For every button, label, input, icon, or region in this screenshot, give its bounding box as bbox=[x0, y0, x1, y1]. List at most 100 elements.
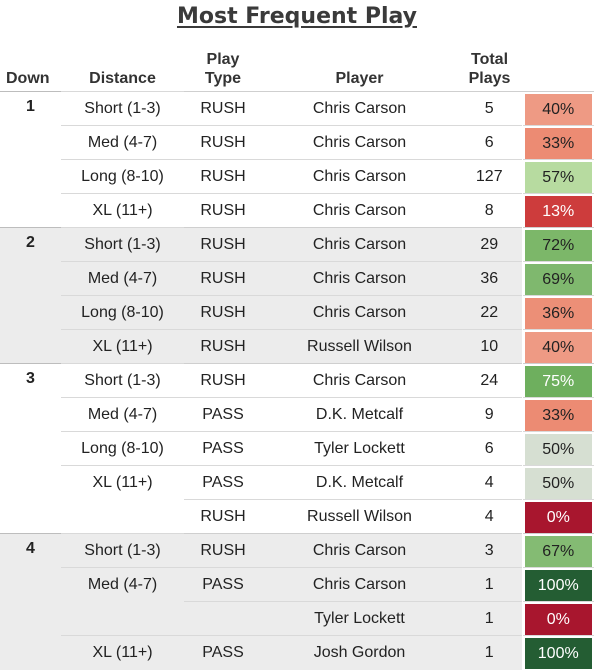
player-cell: Chris Carson bbox=[262, 193, 457, 228]
total-plays-cell: 22 bbox=[457, 295, 522, 330]
table-row: Med (4-7) RUSH Chris Carson 6 33% bbox=[0, 125, 594, 160]
header-down: Down bbox=[6, 70, 50, 87]
distance-cell: XL (11+) bbox=[61, 635, 184, 670]
play-type-cell: PASS bbox=[184, 465, 262, 500]
total-plays-cell: 6 bbox=[457, 431, 522, 466]
header-play-type-line1: Play bbox=[206, 51, 240, 68]
header-play-type: Play Type bbox=[184, 50, 262, 92]
distance-cell: Med (4-7) bbox=[61, 397, 184, 432]
player-cell: D.K. Metcalf bbox=[262, 465, 457, 500]
player-cell: Russell Wilson bbox=[262, 329, 457, 364]
header-row: Down Distance Play Type Player Total Plays bbox=[0, 50, 594, 92]
table-row: XL (11+) RUSH Russell Wilson 10 40% bbox=[0, 329, 594, 364]
play-type-cell: PASS bbox=[184, 567, 262, 602]
table-row: 1 Short (1-3) RUSH Chris Carson 5 40% bbox=[0, 91, 594, 228]
distance-cell: Med (4-7) bbox=[61, 567, 184, 602]
table-row: 4 Short (1-3) RUSH Chris Carson 3 67% bbox=[0, 533, 594, 670]
pct-badge: 100% bbox=[524, 570, 592, 601]
total-plays-cell: 8 bbox=[457, 193, 522, 228]
player-cell: Chris Carson bbox=[262, 91, 457, 126]
pct-badge: 13% bbox=[524, 196, 592, 227]
pct-cell: 72% bbox=[521, 227, 594, 262]
player-cell: Tyler Lockett bbox=[262, 601, 457, 636]
pct-cell: 57% bbox=[521, 159, 594, 194]
play-type-cell: RUSH bbox=[184, 227, 262, 262]
player-cell: Chris Carson bbox=[262, 295, 457, 330]
pct-cell: 69% bbox=[521, 261, 594, 296]
header-total-line1: Total bbox=[470, 51, 509, 68]
distance-cell: Med (4-7) bbox=[61, 261, 184, 296]
table-row: Long (8-10) RUSH Chris Carson 22 36% bbox=[0, 295, 594, 330]
pct-badge: 50% bbox=[524, 468, 592, 499]
player-cell: Russell Wilson bbox=[262, 499, 457, 534]
player-cell: Chris Carson bbox=[262, 363, 457, 398]
total-plays-cell: 5 bbox=[457, 91, 522, 126]
play-type-cell: RUSH bbox=[184, 329, 262, 364]
table-row: XL (11+) PASS Josh Gordon 1 100% bbox=[0, 635, 594, 670]
pct-cell: 100% bbox=[521, 567, 594, 602]
header-player: Player bbox=[335, 70, 384, 87]
distance-cell: Long (8-10) bbox=[61, 431, 184, 466]
pct-cell: 40% bbox=[521, 91, 594, 126]
total-plays-cell: 10 bbox=[457, 329, 522, 364]
pct-cell: 33% bbox=[521, 125, 594, 160]
page-title: Most Frequent Play bbox=[176, 4, 417, 29]
player-cell: Chris Carson bbox=[262, 261, 457, 296]
total-plays-cell: 1 bbox=[457, 567, 522, 602]
pct-badge: 72% bbox=[524, 230, 592, 261]
play-type-cell: RUSH bbox=[184, 499, 262, 534]
player-cell: Chris Carson bbox=[262, 227, 457, 262]
player-cell: Chris Carson bbox=[262, 567, 457, 602]
distance-cell: XL (11+) bbox=[61, 329, 184, 364]
distance-cell: Med (4-7) bbox=[61, 125, 184, 160]
most-frequent-play-table: Down Distance Play Type Player Total Plays… bbox=[0, 50, 594, 670]
total-plays-cell: 36 bbox=[457, 261, 522, 296]
play-type-cell: RUSH bbox=[184, 159, 262, 194]
distance-cell: Short (1-3) bbox=[61, 227, 184, 262]
total-plays-cell: 127 bbox=[457, 159, 522, 194]
down-cell: 1 bbox=[0, 91, 61, 228]
header-distance: Distance bbox=[89, 70, 156, 87]
pct-badge: 50% bbox=[524, 434, 592, 465]
header-total-plays: Total Plays bbox=[457, 50, 522, 92]
down-cell: 3 bbox=[0, 363, 61, 534]
pct-badge: 0% bbox=[524, 502, 592, 533]
play-type-cell: RUSH bbox=[184, 261, 262, 296]
distance-cell: XL (11+) bbox=[61, 465, 184, 500]
pct-cell: 36% bbox=[521, 295, 594, 330]
distance-cell: Long (8-10) bbox=[61, 295, 184, 330]
pct-cell: 13% bbox=[521, 193, 594, 228]
table-row: Med (4-7) RUSH Chris Carson 36 69% bbox=[0, 261, 594, 296]
pct-cell: 100% bbox=[521, 635, 594, 670]
play-type-cell: RUSH bbox=[184, 295, 262, 330]
play-type-cell: PASS bbox=[184, 635, 262, 670]
table-row: Med (4-7) PASS D.K. Metcalf 9 33% bbox=[0, 397, 594, 432]
header-pct bbox=[522, 50, 594, 92]
pct-badge: 69% bbox=[524, 264, 592, 295]
total-plays-cell: 1 bbox=[457, 601, 522, 636]
distance-cell: Short (1-3) bbox=[61, 533, 184, 568]
pct-cell: 40% bbox=[521, 329, 594, 364]
player-cell: Josh Gordon bbox=[262, 635, 457, 670]
pct-cell: 0% bbox=[521, 499, 594, 534]
pct-cell: 67% bbox=[521, 533, 594, 568]
pct-badge: 57% bbox=[524, 162, 592, 193]
pct-badge: 67% bbox=[524, 536, 592, 567]
table-row: 3 Short (1-3) RUSH Chris Carson 24 75% bbox=[0, 363, 594, 534]
table-row: Med (4-7) PASS Chris Carson 1 100% bbox=[0, 567, 594, 602]
pct-badge: 33% bbox=[524, 128, 592, 159]
pct-cell: 0% bbox=[521, 601, 594, 636]
play-type-cell: RUSH bbox=[184, 363, 262, 398]
distance-cell: Short (1-3) bbox=[61, 91, 184, 126]
total-plays-cell: 24 bbox=[457, 363, 522, 398]
table-row: 2 Short (1-3) RUSH Chris Carson 29 72% bbox=[0, 227, 594, 364]
play-type-cell: RUSH bbox=[184, 91, 262, 126]
pct-badge: 40% bbox=[524, 332, 592, 363]
table-body: 1 Short (1-3) RUSH Chris Carson 5 40% Med (4-7… bbox=[0, 91, 594, 670]
pct-badge: 75% bbox=[524, 366, 592, 397]
pct-cell: 50% bbox=[521, 465, 594, 500]
pct-badge: 33% bbox=[524, 400, 592, 431]
total-plays-cell: 9 bbox=[457, 397, 522, 432]
pct-badge: 100% bbox=[524, 638, 592, 670]
table-row: XL (11+) RUSH Chris Carson 8 13% bbox=[0, 193, 594, 228]
